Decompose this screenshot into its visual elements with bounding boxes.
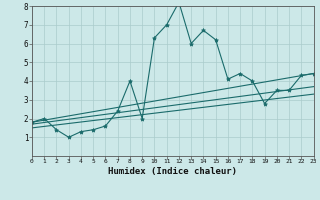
X-axis label: Humidex (Indice chaleur): Humidex (Indice chaleur) [108, 167, 237, 176]
